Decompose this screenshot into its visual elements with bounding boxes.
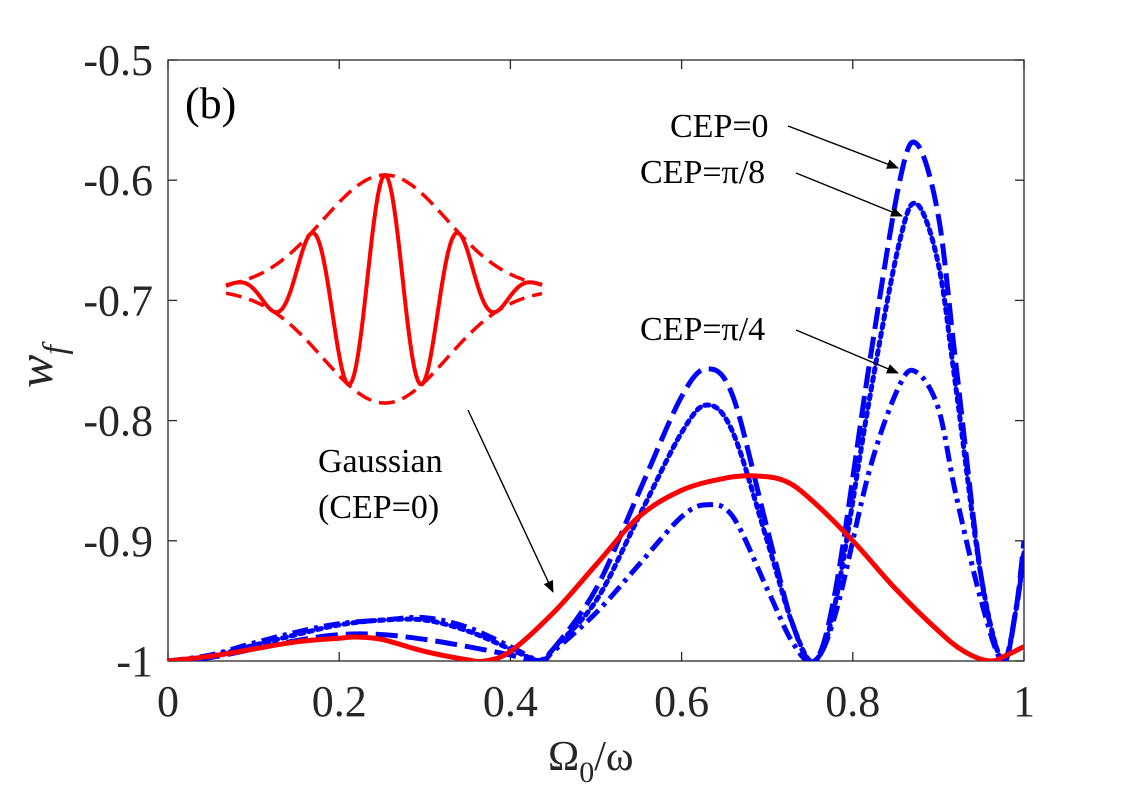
annotation-gaussian-line2: (CEP=0) xyxy=(318,489,439,526)
annotation-gaussian-line1: Gaussian xyxy=(318,443,443,480)
series-group xyxy=(168,139,1024,661)
annotation-cep-pi-4: CEP=π/4 xyxy=(640,311,765,348)
arrow-gaussian xyxy=(467,409,554,593)
annotation-cep-0: CEP=0 xyxy=(670,108,769,145)
y-tick-label: -0.8 xyxy=(83,397,153,446)
panel-label: (b) xyxy=(185,79,236,128)
arrow-cep-pi-8 xyxy=(795,172,903,217)
series-line-dashed xyxy=(168,139,1024,661)
tick-labels: 0 0.2 0.4 0.6 0.8 1 -1 -0.9 -0.8 -0.7 -0.6 -0.5 xyxy=(83,36,1035,726)
inset-pulse xyxy=(225,173,543,405)
annotations: CEP=0 CEP=π/8 CEP=π/4 Gaussian (CEP=0) xyxy=(318,108,903,593)
y-axis-label: wf xyxy=(7,341,74,388)
series-line-solid xyxy=(168,473,1024,661)
annotation-cep-pi-8: CEP=π/8 xyxy=(640,154,765,191)
y-tick-label: -0.7 xyxy=(83,276,153,325)
x-axis-label: Ω0/ω xyxy=(548,734,634,789)
x-tick-label: 0.6 xyxy=(654,677,709,726)
arrow-cep-pi-4 xyxy=(795,329,899,374)
plot-area xyxy=(167,59,1025,662)
y-tick-label: -0.5 xyxy=(83,36,153,85)
inset-carrier-wave xyxy=(225,173,543,387)
y-tick-label: -0.9 xyxy=(83,517,153,566)
y-tick-label: -0.6 xyxy=(83,156,153,205)
x-tick-label: 0.4 xyxy=(483,677,538,726)
y-tick-label: -1 xyxy=(116,637,153,686)
x-tick-label: 1 xyxy=(1013,677,1035,726)
series-line-dashdot xyxy=(168,367,1024,661)
inset-envelope-lower xyxy=(225,291,543,405)
x-tick-label: 0.8 xyxy=(825,677,880,726)
arrow-cep-0 xyxy=(787,125,899,169)
x-tick-label: 0 xyxy=(157,677,179,726)
x-tick-label: 0.2 xyxy=(312,677,367,726)
